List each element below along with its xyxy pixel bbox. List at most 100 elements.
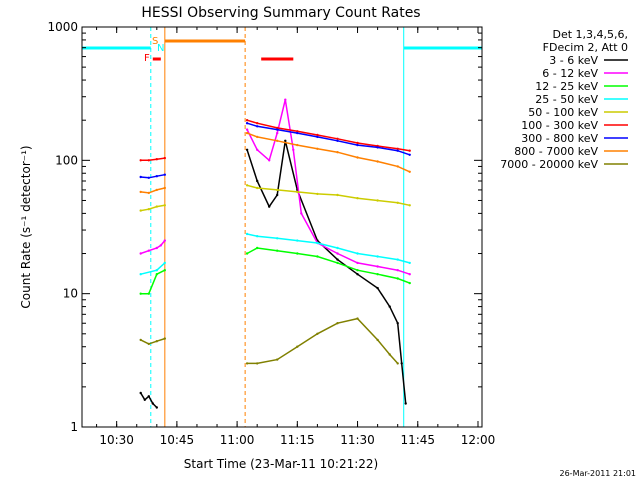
x-tick-label: 11:45 (400, 433, 435, 447)
x-tick-label: 10:45 (160, 433, 195, 447)
data-point (408, 261, 411, 265)
legend-header: Det 1,3,4,5,6, (552, 28, 628, 41)
data-point (400, 362, 403, 365)
data-point (376, 265, 379, 268)
series-line (246, 132, 411, 173)
data-point (376, 160, 379, 163)
data-point (292, 148, 295, 151)
data-point (336, 258, 339, 261)
series-line (140, 240, 166, 255)
data-point (376, 199, 379, 202)
data-point (151, 402, 154, 405)
data-point (336, 246, 339, 250)
series-line (246, 247, 410, 284)
data-point (147, 208, 150, 211)
data-point (163, 261, 166, 265)
data-point (245, 252, 249, 255)
series-line (140, 269, 166, 295)
data-point (396, 149, 399, 152)
series-line (140, 173, 165, 179)
data-point (396, 269, 399, 272)
data-point (268, 205, 271, 208)
x-tick-label: 12:00 (461, 433, 496, 447)
data-point (256, 362, 259, 365)
series-line (246, 233, 410, 264)
data-point (155, 246, 158, 250)
series-line (140, 187, 165, 194)
data-point (276, 193, 279, 197)
data-point (155, 340, 158, 343)
data-point (159, 244, 162, 247)
x-axis-title: Start Time (23-Mar-11 10:21:22) (184, 457, 378, 471)
data-point (276, 131, 279, 135)
data-point (256, 186, 259, 190)
y-tick-label: 1000 (47, 20, 78, 34)
data-point (336, 193, 339, 197)
timestamp: 26-Mar-2011 21:01 (560, 469, 637, 478)
data-point (396, 258, 399, 261)
data-point (356, 141, 359, 145)
data-point (147, 342, 150, 346)
data-point (256, 135, 259, 139)
data-point (388, 305, 391, 308)
data-point (147, 249, 150, 252)
data-point (256, 125, 259, 128)
legend-entry-label: 100 - 300 keV (521, 119, 598, 132)
data-point (276, 237, 279, 240)
plot-frame (81, 26, 483, 428)
data-point (376, 286, 379, 290)
data-point (316, 241, 319, 245)
data-point (296, 130, 299, 133)
series-line (246, 119, 410, 152)
data-point (139, 190, 142, 194)
data-point (245, 232, 249, 236)
data-point (147, 395, 150, 398)
data-point (147, 292, 150, 295)
y-tick-label: 10 (63, 287, 78, 301)
data-point (408, 153, 411, 156)
flag-label-f: F (144, 53, 150, 64)
legend-entry-label: 12 - 25 keV (535, 80, 598, 93)
y-axis-title: Count Rate (s⁻¹ detector⁻¹) (19, 145, 33, 308)
data-point (296, 239, 299, 242)
data-point (276, 126, 279, 130)
data-point (396, 362, 399, 365)
data-point (155, 273, 158, 276)
data-point (356, 156, 359, 159)
data-point (163, 173, 166, 176)
data-point (316, 147, 319, 150)
series-line (140, 157, 165, 162)
data-point (245, 128, 249, 131)
data-point (147, 159, 150, 162)
data-point (376, 146, 379, 149)
data-point (336, 137, 339, 140)
data-point (139, 252, 142, 255)
data-point (376, 255, 379, 258)
data-point (155, 188, 158, 192)
data-point (336, 151, 339, 154)
flag-label-s: S (152, 36, 158, 47)
data-point (147, 176, 150, 179)
data-point (256, 122, 259, 125)
data-point (356, 273, 359, 276)
x-axis: 10:30 10:45 11:00 11:15 11:30 11:45 12:00 (96, 27, 496, 447)
data-point (155, 175, 158, 178)
y-tick-label: 100 (55, 153, 78, 167)
series-line (246, 140, 407, 404)
data-point (316, 332, 319, 335)
series-line (247, 317, 399, 365)
data-point (356, 317, 359, 320)
data-point (396, 165, 399, 168)
data-point (336, 322, 339, 325)
legend-entry-label: 3 - 6 keV (549, 54, 598, 67)
data-point (155, 269, 158, 272)
data-point (245, 362, 249, 365)
data-point (376, 273, 379, 276)
data-point (256, 235, 259, 238)
legend: Det 1,3,4,5,6,FDecim 2, Att 03 - 6 keV6 … (500, 28, 628, 171)
y-tick-label: 1 (70, 420, 78, 434)
series-line (246, 184, 410, 207)
data-point (296, 143, 299, 147)
data-point (256, 246, 259, 250)
